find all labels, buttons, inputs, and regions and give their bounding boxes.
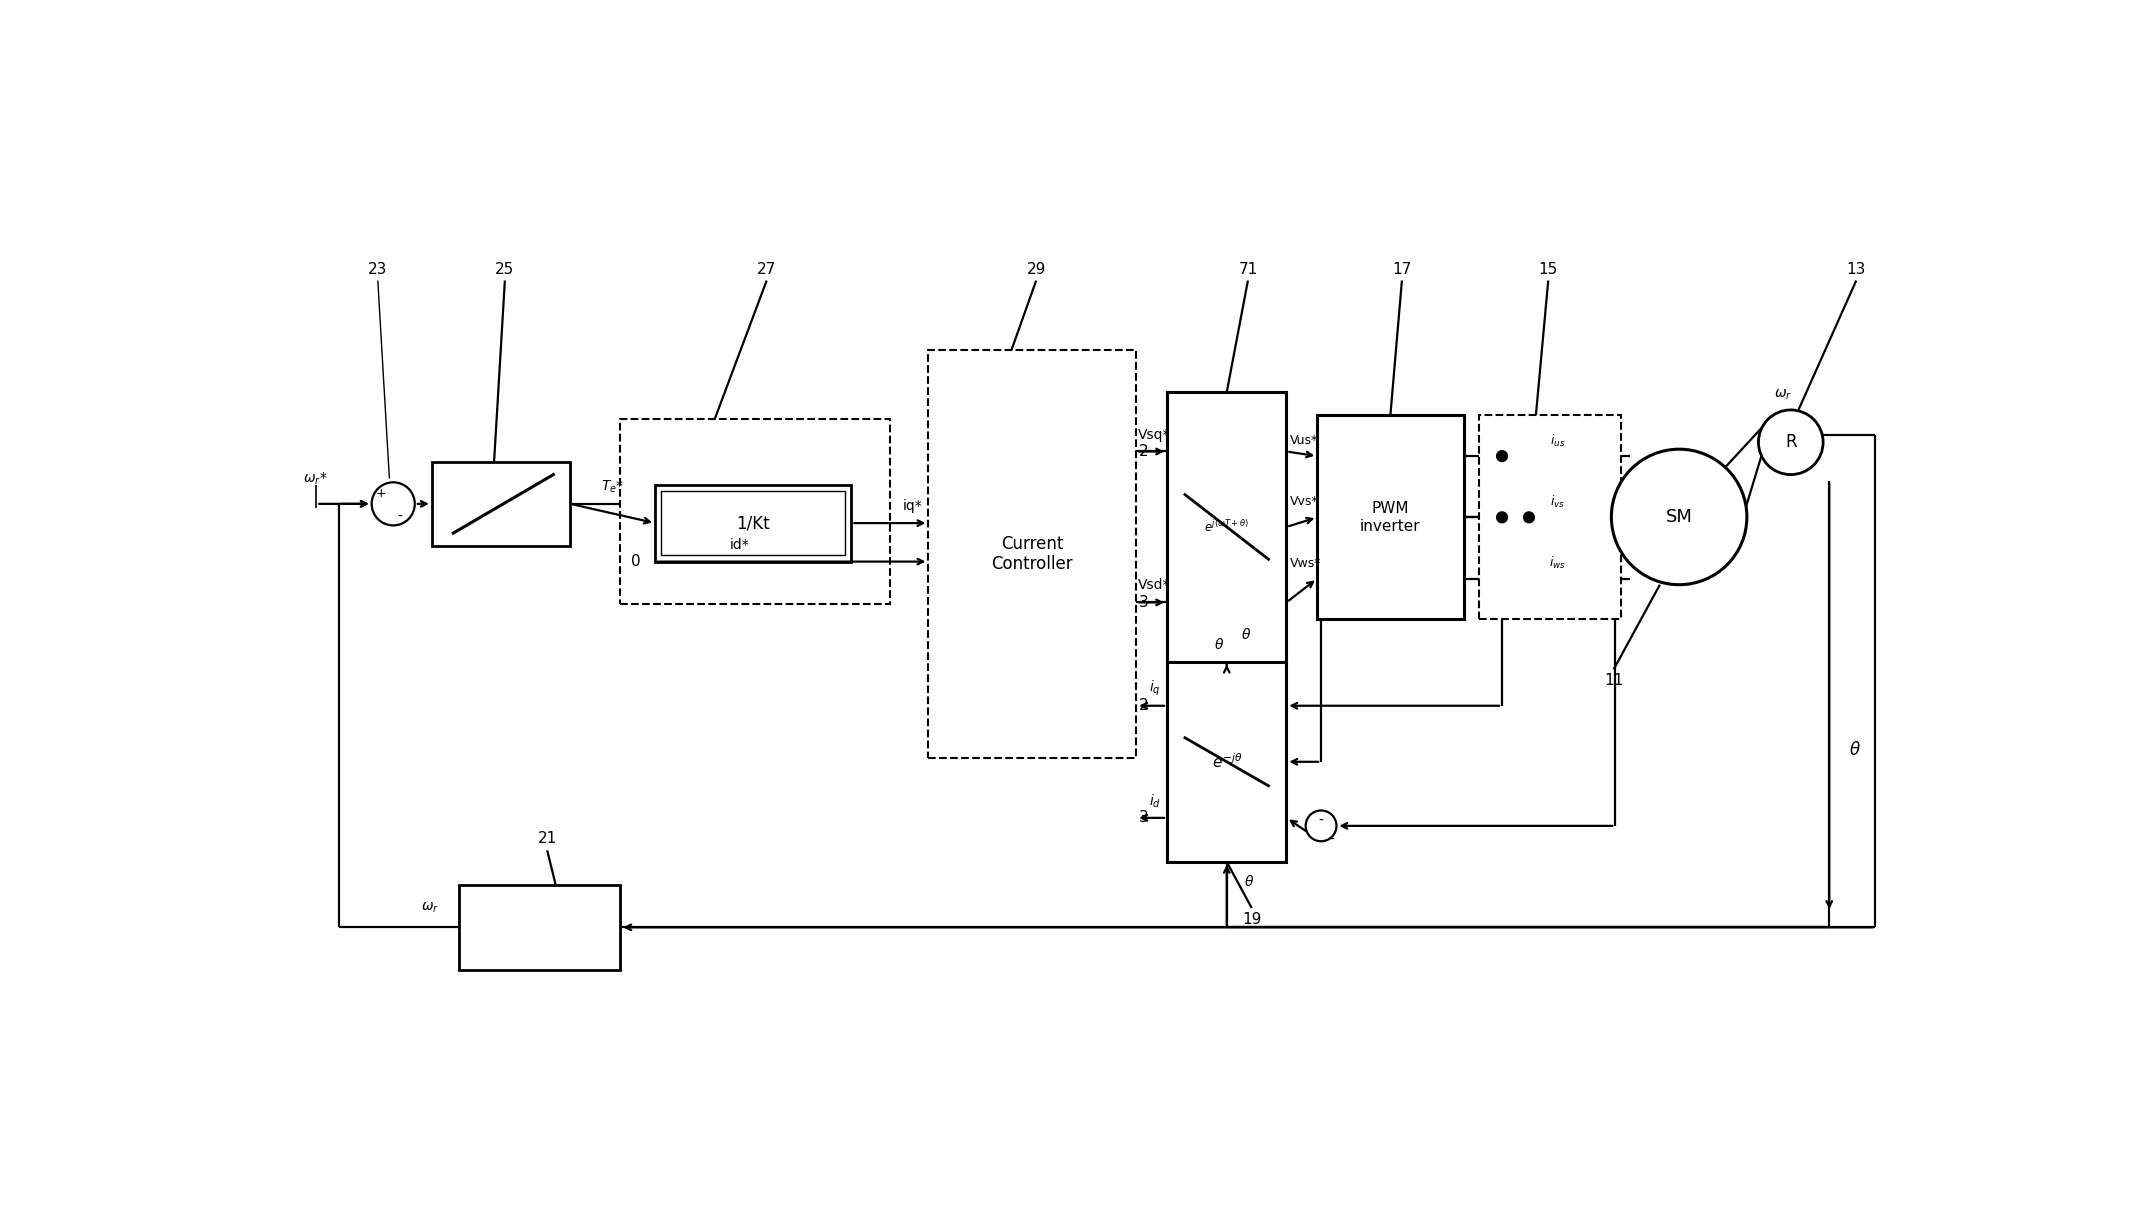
Circle shape [1611, 450, 1746, 584]
Text: $e^{j(\omega T+\theta)}$: $e^{j(\omega T+\theta)}$ [1205, 519, 1250, 535]
Circle shape [1759, 409, 1824, 475]
Text: Vws*: Vws* [1291, 556, 1321, 570]
Bar [1317, 416, 1463, 620]
Circle shape [372, 482, 415, 525]
Text: $\omega_r$: $\omega_r$ [1774, 388, 1791, 402]
Circle shape [1306, 810, 1336, 841]
Bar [621, 419, 889, 604]
Text: 19: 19 [1242, 912, 1261, 927]
Text: 2: 2 [1138, 443, 1149, 459]
Bar [432, 462, 571, 547]
Text: $e^{-j\theta}$: $e^{-j\theta}$ [1211, 752, 1242, 772]
Text: $\theta$: $\theta$ [1242, 627, 1250, 643]
Text: 3: 3 [1138, 595, 1149, 610]
Text: 17: 17 [1392, 261, 1411, 277]
Text: 23: 23 [367, 261, 387, 277]
Circle shape [1497, 512, 1508, 522]
Text: $\omega_r$: $\omega_r$ [421, 900, 440, 915]
Text: 27: 27 [756, 261, 775, 277]
Text: Vvs*: Vvs* [1291, 496, 1319, 508]
Text: Current
Controller: Current Controller [992, 535, 1074, 573]
Text: 0: 0 [632, 554, 640, 569]
Text: +: + [376, 486, 387, 499]
Text: SM: SM [1665, 508, 1693, 526]
Text: -: - [1330, 832, 1334, 847]
Bar [655, 485, 851, 561]
Text: $\theta$: $\theta$ [1214, 637, 1224, 652]
Text: $\omega_r$*: $\omega_r$* [303, 471, 329, 487]
Text: PWM
inverter: PWM inverter [1360, 501, 1420, 533]
Text: $i_{ws}$: $i_{ws}$ [1549, 555, 1566, 571]
Text: Vsd*: Vsd* [1138, 578, 1171, 593]
Circle shape [1497, 451, 1508, 462]
Text: Vsq*: Vsq* [1138, 428, 1171, 441]
Text: 3: 3 [1138, 810, 1149, 825]
Text: Vus*: Vus* [1291, 434, 1319, 447]
Text: $i_{vs}$: $i_{vs}$ [1549, 493, 1564, 510]
Bar [460, 885, 621, 970]
Text: $i_{us}$: $i_{us}$ [1549, 433, 1566, 448]
Bar [1480, 416, 1622, 620]
Text: 11: 11 [1605, 673, 1624, 689]
Circle shape [1523, 512, 1534, 522]
Text: $\theta$: $\theta$ [1244, 874, 1254, 888]
Text: $\theta$: $\theta$ [1849, 741, 1860, 759]
Bar [1166, 392, 1287, 662]
Text: 2: 2 [1138, 699, 1149, 713]
Text: 21: 21 [537, 831, 556, 847]
Text: 71: 71 [1237, 261, 1257, 277]
Text: 13: 13 [1847, 261, 1867, 277]
Text: 29: 29 [1027, 261, 1046, 277]
Text: 1/Kt: 1/Kt [737, 514, 769, 532]
Text: -: - [397, 510, 402, 524]
Bar [1166, 662, 1287, 861]
Text: id*: id* [730, 538, 750, 552]
Text: R: R [1785, 434, 1796, 451]
Text: -: - [1319, 814, 1323, 829]
Bar [662, 491, 844, 555]
Text: $i_q$: $i_q$ [1149, 679, 1160, 699]
Text: $i_d$: $i_d$ [1149, 792, 1160, 809]
Text: 15: 15 [1538, 261, 1557, 277]
Text: 25: 25 [496, 261, 516, 277]
Text: $T_e$*: $T_e$* [601, 479, 625, 495]
Text: iq*: iq* [902, 499, 924, 513]
Bar [928, 350, 1136, 758]
